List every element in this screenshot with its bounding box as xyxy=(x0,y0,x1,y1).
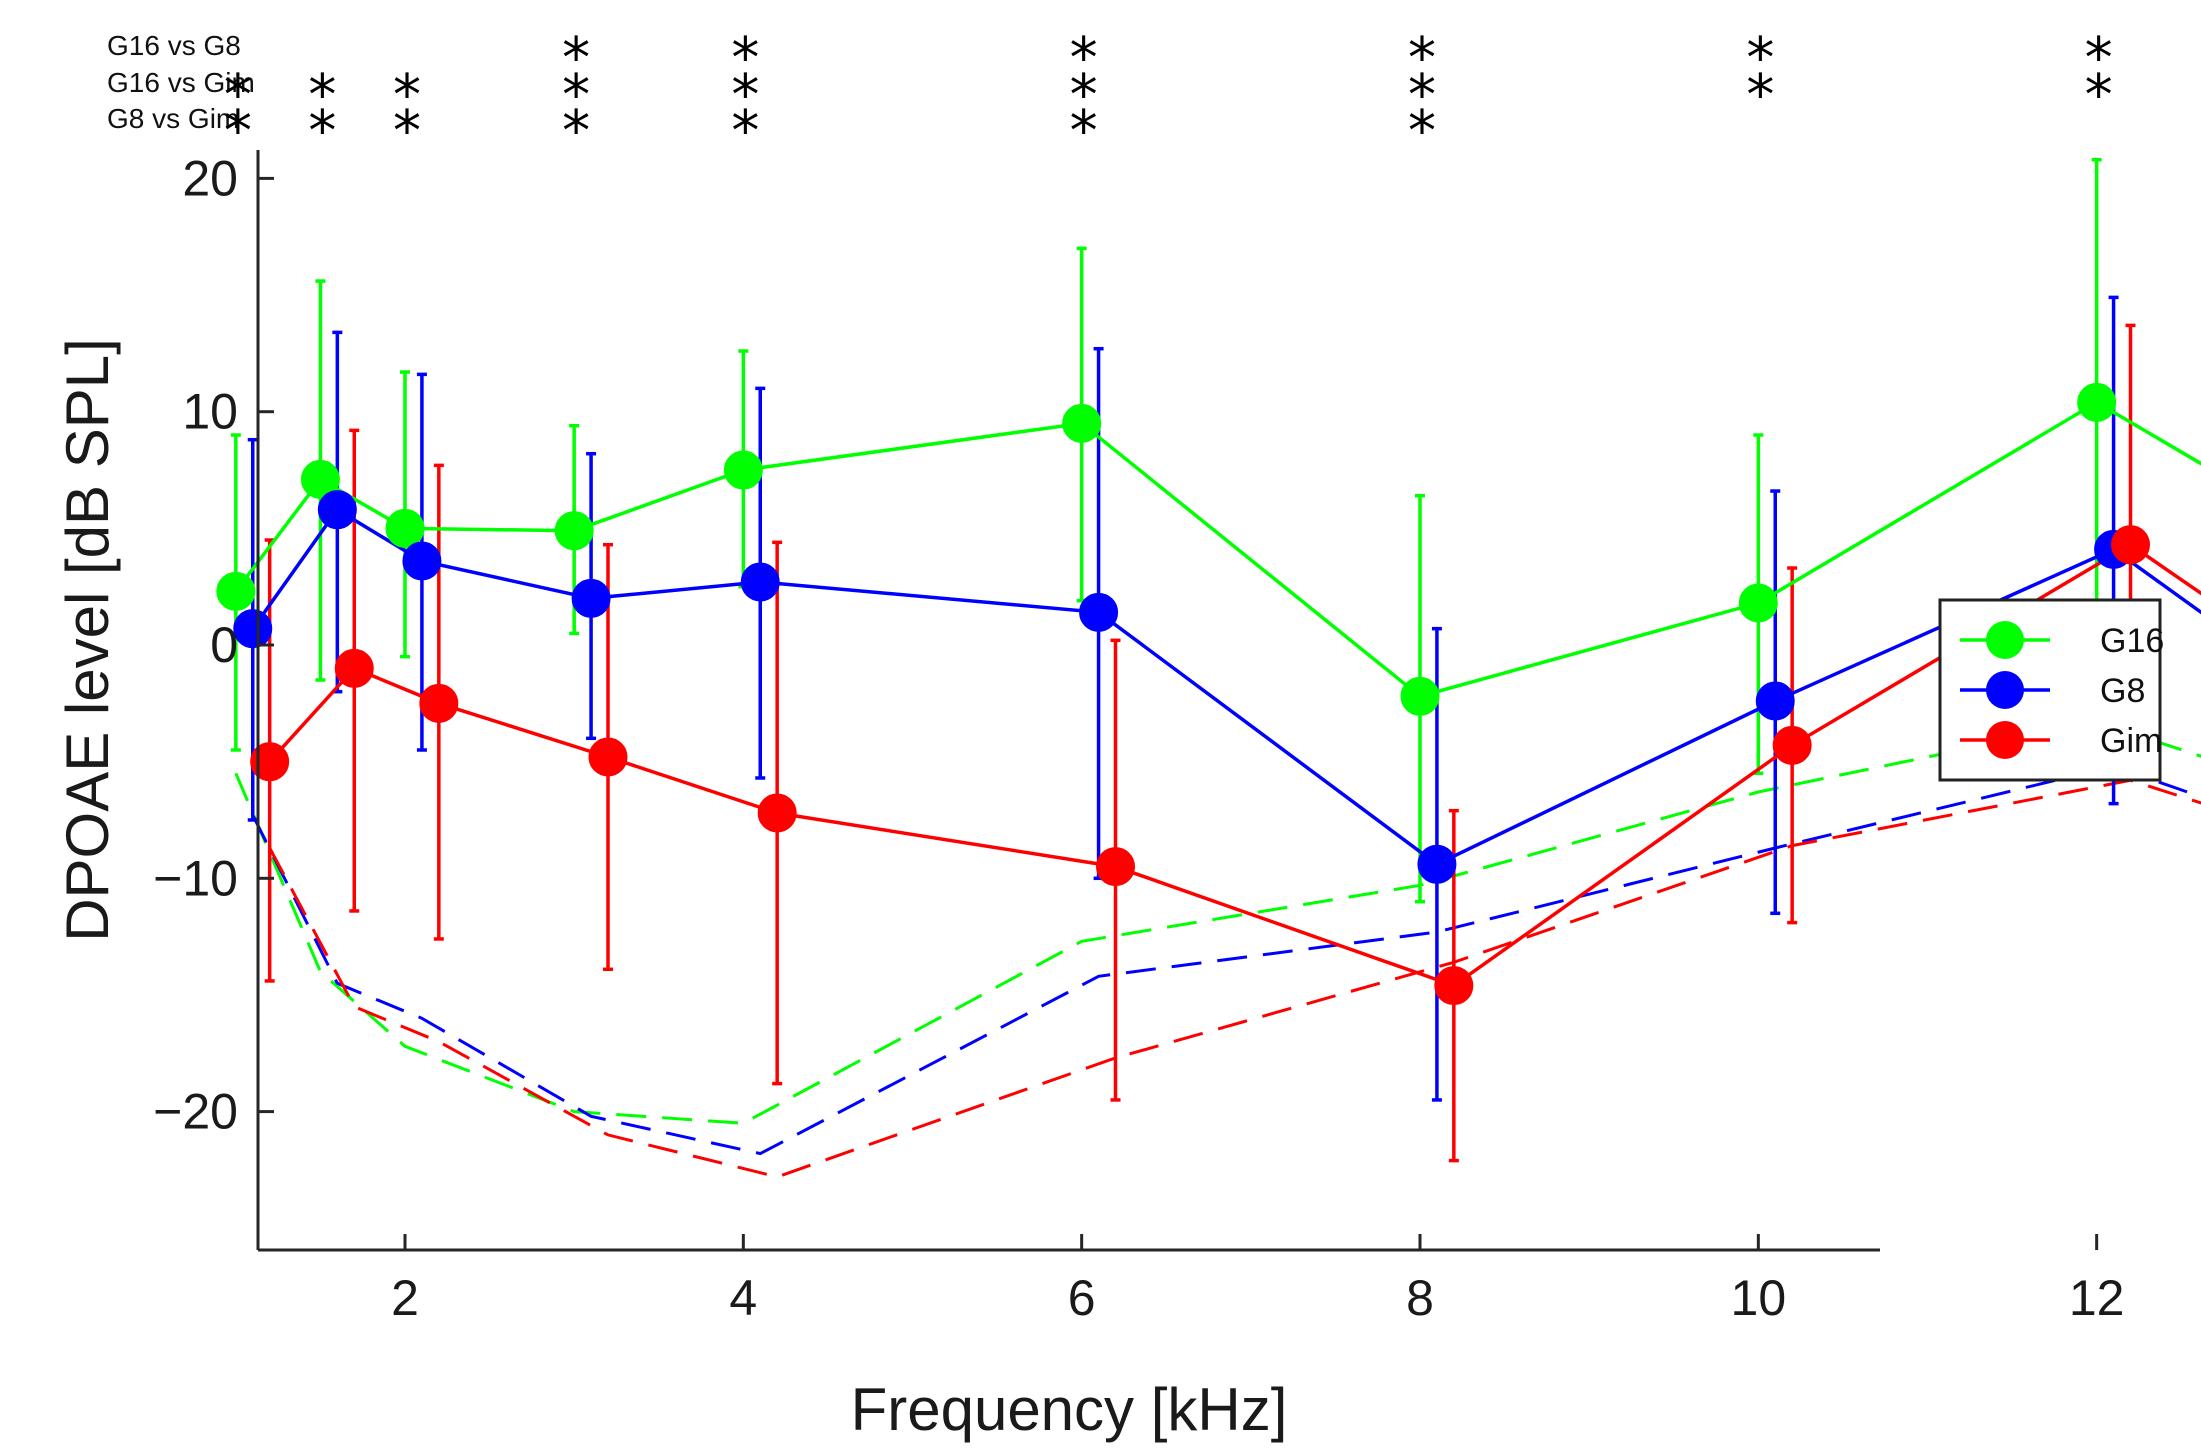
y-tick-label: 0 xyxy=(210,617,238,673)
data-point-g8 xyxy=(740,562,780,602)
x-tick-label: 10 xyxy=(1731,1270,1787,1326)
data-point-gim xyxy=(250,742,290,782)
x-tick-label: 2 xyxy=(391,1270,419,1326)
significance-star: * xyxy=(562,26,590,91)
significance-star: * xyxy=(1070,99,1098,164)
significance-star: * xyxy=(731,99,759,164)
x-tick-label: 12 xyxy=(2069,1270,2125,1326)
data-point-g16 xyxy=(385,508,425,548)
legend-label-g8: G8 xyxy=(2100,672,2145,710)
series-line-layer xyxy=(234,400,2201,988)
legend: G16 G8 Gim xyxy=(1938,598,2164,782)
significance-star: * xyxy=(1408,63,1436,128)
error-bar-layer xyxy=(230,157,2136,1163)
y-tick-label: 20 xyxy=(182,150,238,206)
legend-marker-g8 xyxy=(1986,671,2024,709)
significance-row-label: G16 vs Gim xyxy=(107,67,255,98)
y-axis-title: DPOAE level [dB SPL] xyxy=(54,338,121,942)
x-tick-label: 4 xyxy=(729,1270,757,1326)
significance-star: * xyxy=(308,99,336,164)
data-point-gim xyxy=(334,648,374,688)
data-point-g16 xyxy=(554,511,594,551)
data-point-g16 xyxy=(723,450,763,490)
y-tick-label: 10 xyxy=(182,384,238,440)
data-point-g8 xyxy=(402,541,442,581)
significance-star: * xyxy=(1408,99,1436,164)
significance-star: * xyxy=(1070,26,1098,91)
data-point-g8 xyxy=(317,490,357,530)
data-point-g16 xyxy=(300,459,340,499)
legend-label-g16: G16 xyxy=(2100,622,2164,660)
series-line-gim xyxy=(268,542,2201,988)
data-point-g16 xyxy=(1062,403,1102,443)
data-point-g8 xyxy=(1755,681,1795,721)
data-point-g16 xyxy=(1738,583,1778,623)
marker-layer xyxy=(216,382,2150,1006)
significance-star: * xyxy=(2085,63,2113,128)
y-tick-label: −10 xyxy=(153,850,238,906)
data-point-g16 xyxy=(2077,382,2117,422)
significance-star: * xyxy=(393,63,421,128)
noise-floor-g8 xyxy=(251,764,2201,1156)
significance-star: * xyxy=(731,26,759,91)
significance-star: * xyxy=(1746,26,1774,91)
data-point-gim xyxy=(588,737,628,777)
x-axis-title: Frequency [kHz] xyxy=(851,1376,1288,1443)
significance-star: * xyxy=(224,63,252,128)
data-point-gim xyxy=(419,683,459,723)
significance-star: * xyxy=(2085,26,2113,91)
significance-star: * xyxy=(1746,63,1774,128)
significance-row-label: G16 vs G8 xyxy=(107,30,241,61)
legend-marker-g16 xyxy=(1986,621,2024,659)
data-point-g8 xyxy=(1079,592,1119,632)
data-point-g8 xyxy=(571,578,611,618)
data-point-g16 xyxy=(1400,676,1440,716)
significance-row-label: G8 vs Gim xyxy=(107,103,239,134)
data-point-g8 xyxy=(1417,844,1457,884)
data-point-gim xyxy=(1096,847,1135,887)
data-point-gim xyxy=(2111,525,2150,565)
data-point-g16 xyxy=(216,571,256,611)
data-point-gim xyxy=(1772,725,1812,765)
y-tick-label: −20 xyxy=(153,1084,238,1140)
significance-star: * xyxy=(562,63,590,128)
significance-star: * xyxy=(1408,26,1436,91)
series-line-g8 xyxy=(251,507,2201,867)
legend-label-gim: Gim xyxy=(2100,722,2162,760)
data-point-gim xyxy=(1434,966,1474,1006)
significance-star: * xyxy=(224,99,252,164)
data-point-gim xyxy=(757,793,797,833)
series-line-g16 xyxy=(234,400,2201,699)
significance-star: * xyxy=(393,99,421,164)
x-tick-label: 8 xyxy=(1406,1270,1434,1326)
significance-star: * xyxy=(731,63,759,128)
significance-star: * xyxy=(1070,63,1098,128)
noise-floor-gim xyxy=(268,778,2201,1179)
data-point-g8 xyxy=(233,609,273,649)
noise-floor-g16 xyxy=(234,720,2201,1125)
x-tick-label: 6 xyxy=(1068,1270,1096,1326)
significance-star: * xyxy=(562,99,590,164)
significance-star: * xyxy=(308,63,336,128)
noise-floor-layer xyxy=(234,720,2201,1179)
legend-marker-gim xyxy=(1986,721,2024,759)
